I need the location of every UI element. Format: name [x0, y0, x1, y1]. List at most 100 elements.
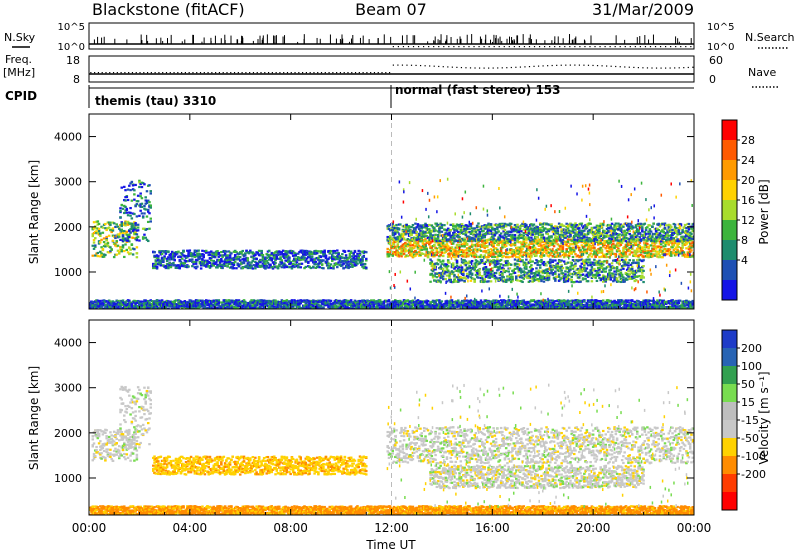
heatmap-cell [405, 239, 408, 242]
heatmap-cell [222, 254, 226, 257]
heatmap-cell [675, 250, 678, 253]
heatmap-cell [320, 260, 324, 263]
heatmap-cell [387, 254, 391, 257]
heatmap-cell [580, 255, 584, 258]
heatmap-cell [578, 235, 581, 238]
heatmap-cell [260, 249, 263, 253]
heatmap-cell [448, 277, 451, 281]
heatmap-cell [244, 266, 247, 269]
heatmap-cell [552, 240, 556, 243]
heatmap-cell [604, 239, 608, 243]
heatmap-cell [131, 229, 135, 232]
nave-point [347, 72, 349, 74]
heatmap-cell [483, 266, 487, 269]
nave-point [313, 72, 315, 74]
heatmap-cell [523, 242, 527, 245]
heatmap-cell [601, 245, 605, 248]
heatmap-cell [410, 239, 413, 242]
heatmap-cell [445, 271, 449, 274]
heatmap-cell [532, 244, 536, 247]
heatmap-cell [610, 243, 614, 247]
heatmap-cell [506, 231, 509, 234]
heatmap-cell [464, 242, 468, 245]
heatmap-cell [99, 234, 102, 238]
heatmap-cell [630, 236, 634, 239]
heatmap-cell [629, 240, 633, 244]
heatmap-cell [207, 251, 210, 254]
heatmap-cell [325, 258, 329, 262]
heatmap-cell [578, 229, 581, 232]
heatmap-cell [670, 241, 673, 244]
heatmap-cell [671, 228, 674, 231]
heatmap-cell [508, 243, 512, 246]
heatmap-cell [314, 266, 318, 269]
heatmap-cell [647, 249, 650, 252]
nave-point [173, 72, 175, 74]
heatmap-cell [508, 249, 512, 252]
heatmap-cell [227, 262, 231, 266]
heatmap-cell [450, 234, 454, 238]
heatmap-cell [622, 233, 625, 236]
heatmap-cell [95, 220, 98, 223]
nave-point [506, 67, 508, 69]
heatmap-cell [124, 224, 127, 227]
heatmap-cell [187, 265, 190, 268]
heatmap-cell [213, 255, 217, 258]
heatmap-cell [434, 222, 437, 225]
heatmap-cell [676, 243, 679, 246]
heatmap-cell [585, 236, 589, 239]
heatmap-cell [472, 227, 475, 230]
heatmap-cell [286, 254, 290, 257]
heatmap-cell [487, 276, 490, 279]
heatmap-cell [579, 249, 582, 252]
heatmap-cell [517, 237, 521, 240]
heatmap-cell [298, 250, 301, 254]
heatmap-cell [575, 239, 579, 242]
heatmap-cell [576, 241, 580, 244]
heatmap-cell [683, 230, 687, 233]
heatmap-cell [440, 243, 444, 246]
heatmap-cell [215, 254, 218, 257]
heatmap-cell [457, 241, 460, 244]
heatmap-cell [402, 243, 406, 246]
heatmap-cell [400, 235, 403, 239]
heatmap-cell [235, 250, 238, 254]
heatmap-cell [527, 230, 531, 233]
heatmap-cell [483, 262, 487, 265]
heatmap-cell [211, 264, 214, 267]
heatmap-cell [688, 238, 692, 242]
heatmap-cell [527, 243, 531, 246]
nave-point [199, 72, 202, 74]
heatmap-cell [571, 224, 575, 227]
heatmap-cell [401, 248, 405, 251]
heatmap-cell [143, 233, 146, 236]
heatmap-cell [654, 250, 658, 253]
heatmap-cell [668, 228, 672, 231]
heatmap-cell [523, 245, 527, 248]
heatmap-cell [433, 230, 436, 233]
heatmap-cell [550, 251, 553, 255]
heatmap-cell [657, 222, 660, 225]
heatmap-cell [309, 257, 313, 260]
heatmap-cell [120, 203, 124, 207]
heatmap-cell [348, 265, 352, 268]
heatmap-cell [512, 236, 515, 239]
heatmap-cell [212, 255, 216, 258]
heatmap-cell [555, 250, 558, 254]
heatmap-cell [138, 181, 141, 184]
heatmap-cell [692, 245, 694, 248]
heatmap-cell [134, 223, 137, 227]
heatmap-cell [201, 258, 204, 262]
nsearch-point [599, 46, 601, 48]
heatmap-cell [302, 258, 305, 261]
heatmap-cell [492, 237, 495, 240]
heatmap-cell [578, 246, 581, 250]
heatmap-cell [436, 259, 440, 262]
heatmap-cell [561, 253, 565, 257]
heatmap-cell [647, 224, 650, 227]
heatmap-cell [627, 240, 630, 243]
heatmap-cell [591, 241, 595, 245]
heatmap-cell [681, 229, 684, 232]
heatmap-cell [478, 248, 481, 251]
heatmap-cell [149, 220, 152, 223]
